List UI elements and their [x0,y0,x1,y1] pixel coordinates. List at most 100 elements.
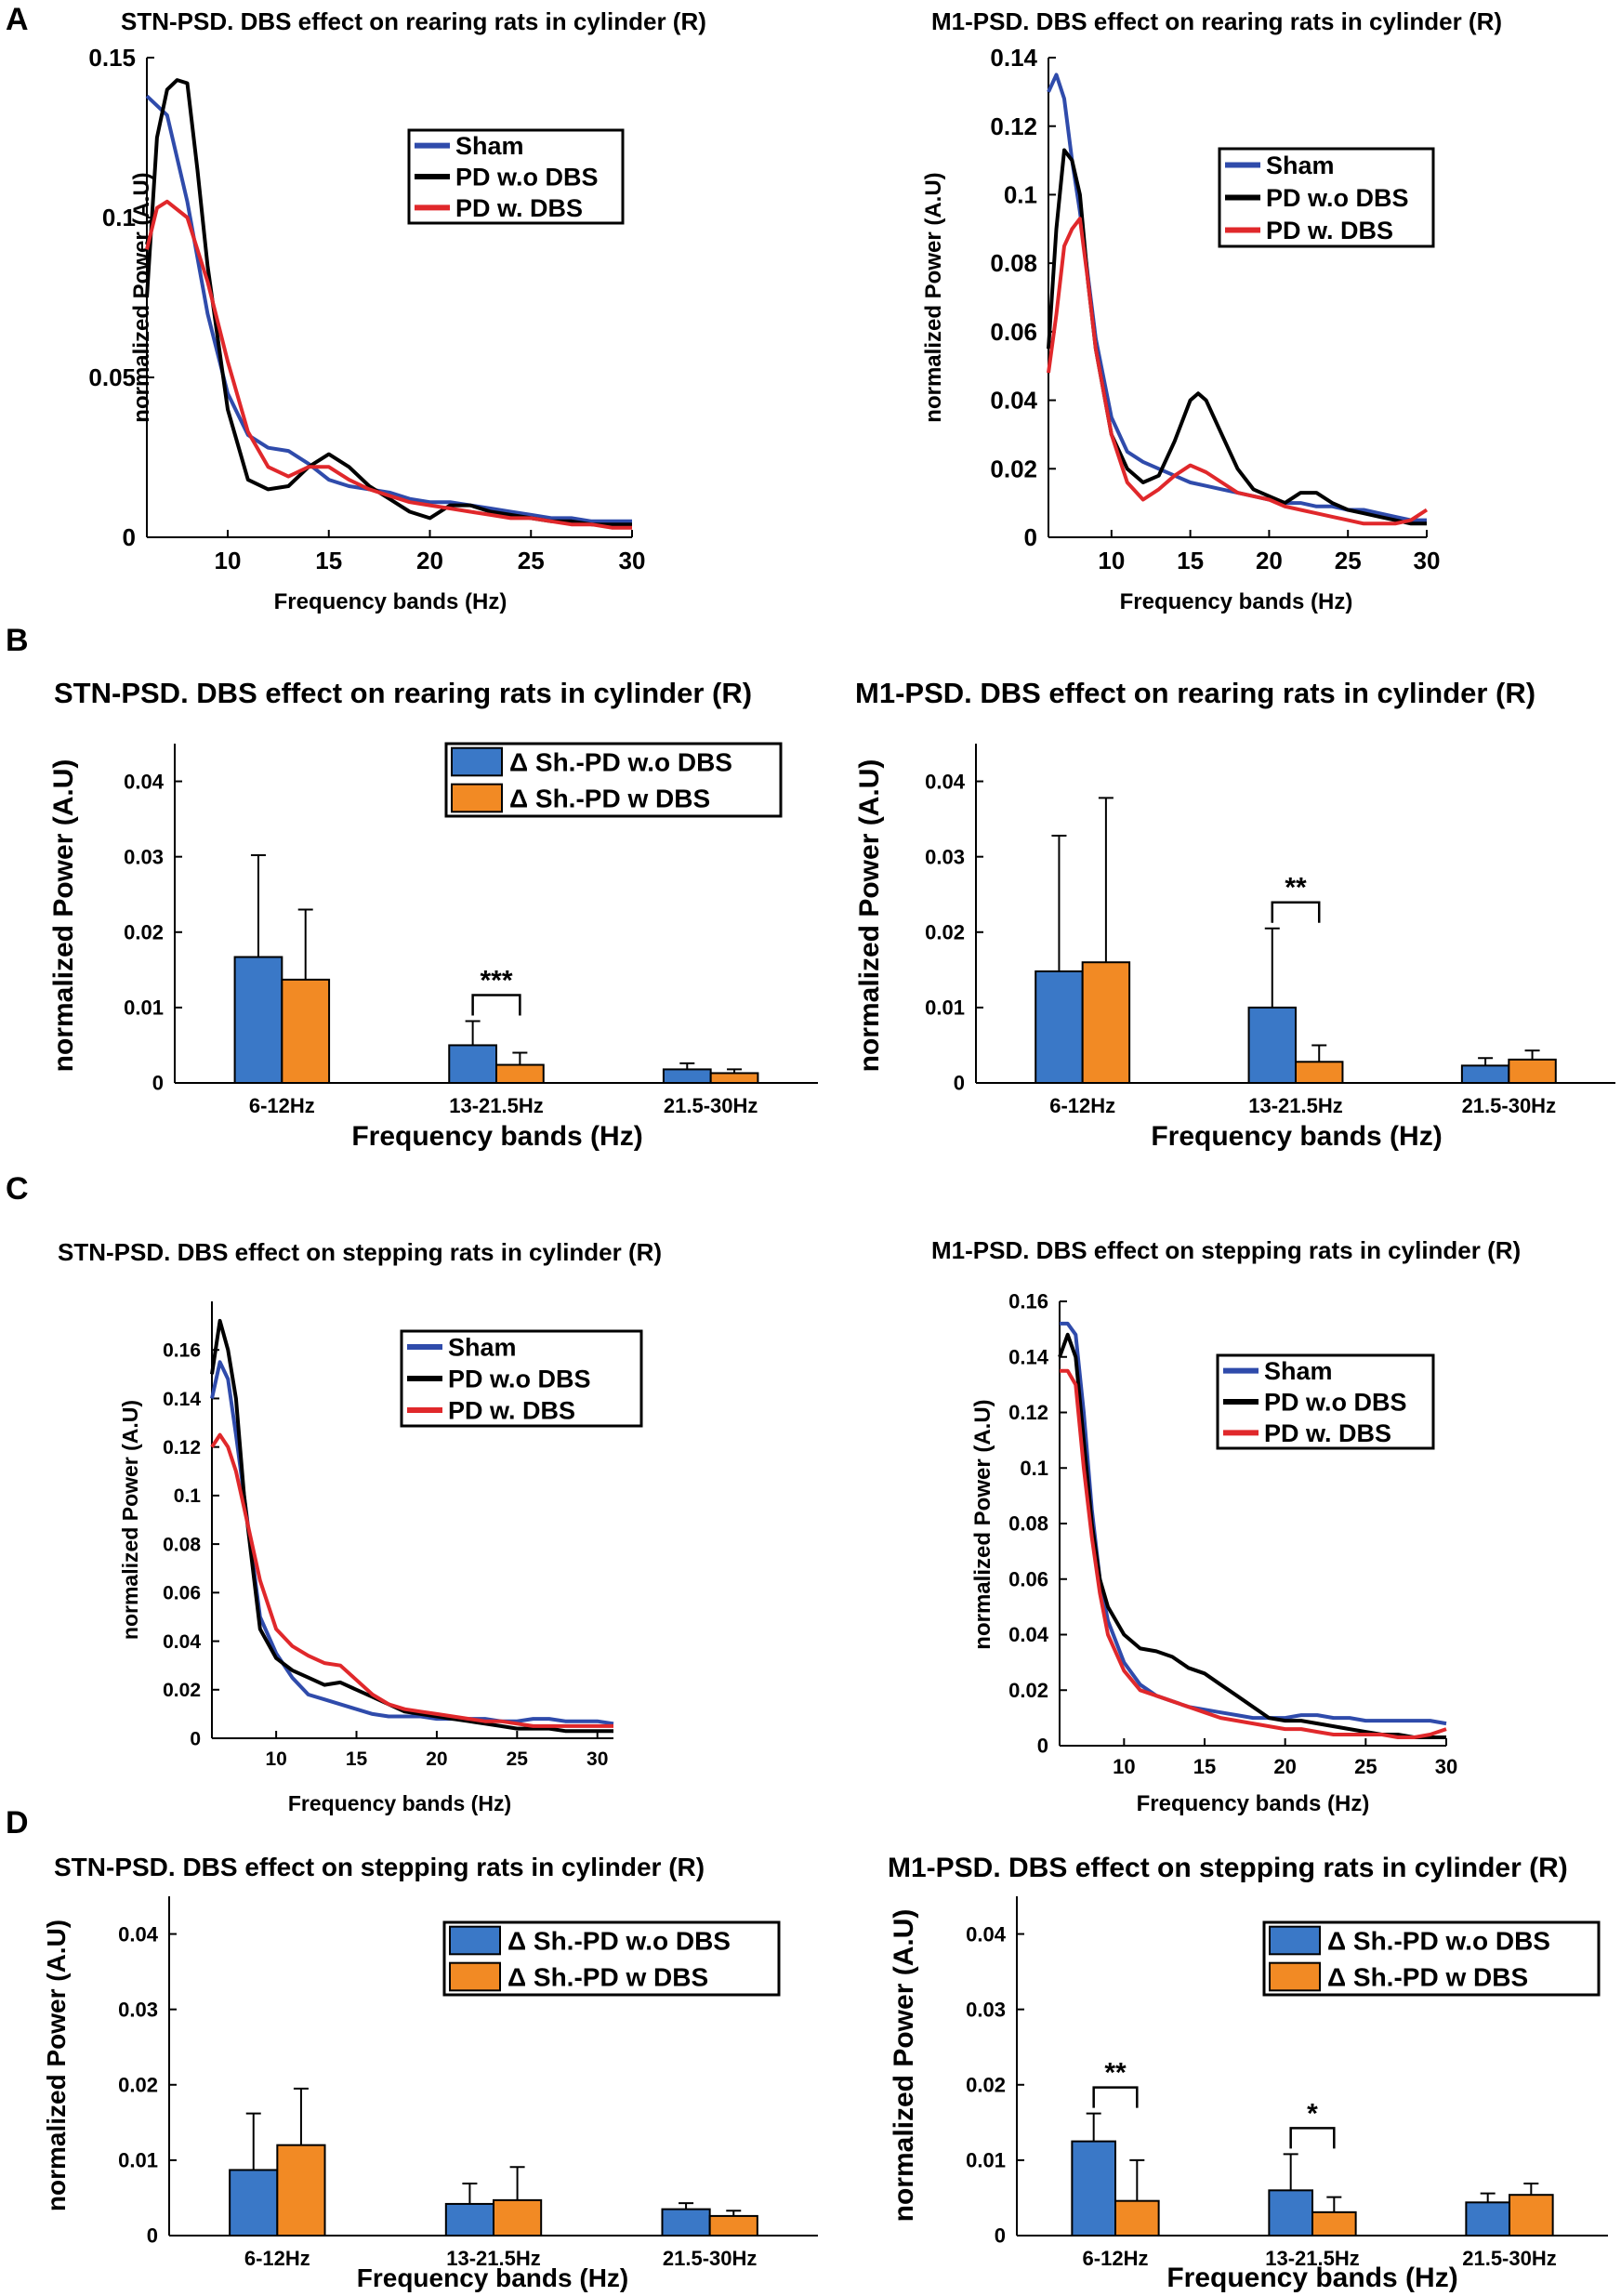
significance-stars-d2-0: ** [1104,2058,1127,2089]
series-line-pd-w-dbs-a1 [145,199,632,530]
bar-wo-b1-0 [233,956,283,1084]
category-label-d1: 6-12Hz [244,2247,310,2270]
x-tick-label-c2: 30 [1435,1755,1457,1778]
chart-title-d2: M1-PSD. DBS effect on stepping rats in c… [888,1853,1568,1883]
y-tick-label-a2: 0.14 [990,44,1037,72]
y-tick-label-d1: 0.02 [118,2073,158,2096]
y-tick-label-c1: 0.06 [163,1583,201,1604]
bar-w-d1-0 [276,2144,326,2237]
y-tick-label-c2: 0.02 [1008,1679,1048,1702]
y-tick-label-c1: 0.04 [163,1631,201,1653]
legend-label-pd-wo-dbs-a1: PD w.o DBS [455,163,599,191]
bar-wo-b2-1 [1247,1006,1297,1085]
x-tick-label-a2: 10 [1098,547,1125,574]
y-tick-label-d2: 0.01 [966,2149,1006,2172]
legend-label-pd-wo-dbs-c2: PD w.o DBS [1264,1388,1407,1416]
x-tick-label-c1: 15 [346,1748,368,1770]
bar-wo-b1-2 [662,1068,712,1085]
y-tick-label-a1: 0.15 [88,44,136,72]
y-tick-label-c1: 0.1 [174,1485,202,1507]
legend-swatch-w-d2 [1269,1961,1321,1992]
significance-bracket-b2-1 [1271,901,1321,923]
x-axis-label-c2: Frequency bands (Hz) [1137,1791,1370,1816]
y-axis-label-b2: normalized Power (A.U) [854,759,885,1073]
category-label-d2: 21.5-30Hz [1462,2247,1557,2270]
x-tick-label-c1: 30 [586,1748,608,1770]
x-tick-label-c1: 20 [426,1748,447,1770]
y-tick-label-b2: 0.04 [925,770,966,793]
y-tick-label-b2: 0.01 [925,996,965,1020]
x-tick-label-c2: 20 [1273,1755,1296,1778]
y-axis-label-c1: normalized Power (A.U) [118,1400,142,1640]
x-tick-label-c2: 25 [1354,1755,1377,1778]
y-tick-label-a2: 0.08 [990,249,1037,277]
category-label-b1: 6-12Hz [249,1094,315,1117]
chart-title-b1: STN-PSD. DBS effect on rearing rats in c… [54,677,753,709]
y-tick-label-d2: 0.03 [966,1998,1006,2021]
series-line-sham-a2 [1047,73,1427,522]
y-tick-label-a2: 0.04 [990,387,1037,415]
legend-label-sham-c2: Sham [1264,1357,1333,1385]
y-tick-label-b1: 0 [152,1072,164,1095]
x-axis-label-b1: Frequency bands (Hz) [351,1121,642,1152]
x-tick-label-a2: 15 [1177,547,1204,574]
y-tick-label-d1: 0 [147,2224,158,2248]
y-axis-label-d2: normalized Power (A.U) [889,1909,919,2223]
y-tick-label-b2: 0.03 [925,845,965,868]
y-tick-label-c1: 0 [190,1728,201,1749]
legend-label-wo-d1: Δ Sh.-PD w.o DBS [507,1926,731,1955]
bar-w-b2-1 [1295,1061,1344,1085]
legend-swatch-w-b1 [451,783,503,813]
y-tick-label-c1: 0.12 [163,1437,201,1458]
x-axis-label-d1: Frequency bands (Hz) [357,2263,628,2292]
legend-swatch-wo-d2 [1269,1925,1321,1956]
x-tick-label-c1: 25 [507,1748,529,1770]
y-tick-label-a1: 0.1 [102,204,136,231]
bar-wo-d2-1 [1268,2189,1313,2237]
y-tick-label-a2: 0 [1024,523,1037,551]
panel-letter-d: D [6,1805,29,1841]
category-label-d1: 13-21.5Hz [446,2247,541,2270]
y-tick-label-d2: 0.04 [966,1922,1007,1946]
bar-wo-d1-1 [444,2202,494,2237]
y-tick-label-a2: 0.02 [990,455,1037,482]
category-label-d2: 13-21.5Hz [1265,2247,1360,2270]
legend-label-wo-b1: Δ Sh.-PD w.o DBS [509,747,732,776]
x-tick-label-c2: 15 [1193,1755,1216,1778]
bar-w-d2-1 [1311,2210,1357,2237]
y-tick-label-c1: 0.02 [163,1680,201,1701]
significance-bracket-d2-1 [1289,2127,1336,2149]
series-line-pd-w-dbs-c2 [1060,1368,1447,1739]
significance-stars-d2-1: * [1307,2098,1318,2129]
panel-letter-b: B [6,623,29,658]
significance-bracket-b1-1 [471,994,521,1016]
y-axis-label-c2: normalized Power (A.U) [970,1399,995,1649]
legend-label-w-d2: Δ Sh.-PD w DBS [1327,1962,1528,1991]
legend-label-w-b1: Δ Sh.-PD w DBS [509,784,710,812]
bar-w-d1-2 [708,2214,758,2237]
x-tick-label-c2: 10 [1113,1755,1135,1778]
legend-swatch-wo-b1 [451,746,503,777]
bar-wo-d2-0 [1071,2140,1116,2237]
category-label-b2: 13-21.5Hz [1248,1094,1343,1117]
panel-letter-c: C [6,1171,29,1207]
x-axis-label-d2: Frequency bands (Hz) [1166,2263,1457,2293]
y-tick-label-c1: 0.08 [163,1534,201,1555]
legend-label-pd-w-dbs-c2: PD w. DBS [1264,1419,1391,1447]
legend-label-pd-wo-dbs-a2: PD w.o DBS [1266,184,1409,212]
legend-label-wo-d2: Δ Sh.-PD w.o DBS [1327,1926,1550,1955]
bar-w-b1-0 [281,978,331,1085]
bar-wo-b1-1 [448,1044,497,1085]
y-tick-label-a1: 0.05 [88,363,136,391]
y-tick-label-b2: 0 [954,1072,965,1095]
series-line-sham-a1 [145,94,632,523]
x-tick-label-a1: 20 [416,547,443,574]
legend-label-w-d1: Δ Sh.-PD w DBS [507,1962,708,1991]
significance-stars-b1-1: *** [480,965,512,996]
legend-label-sham-a1: Sham [455,132,524,160]
legend-box-d1 [442,1920,781,1997]
category-label-b1: 13-21.5Hz [449,1094,544,1117]
bar-wo-b2-0 [1035,970,1084,1085]
y-tick-label-c1: 0.16 [163,1340,201,1362]
x-tick-label-a1: 25 [518,547,545,574]
